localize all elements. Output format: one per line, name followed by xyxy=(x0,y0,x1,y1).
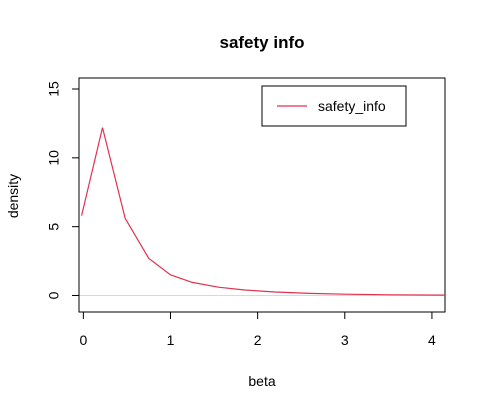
x-axis: 0 1 2 3 4 xyxy=(79,312,436,348)
x-tick-label-3: 3 xyxy=(341,332,349,348)
x-tick-label-1: 1 xyxy=(167,332,175,348)
series-line-0 xyxy=(81,127,446,296)
x-axis-label: beta xyxy=(248,373,275,389)
y-axis-label: density xyxy=(5,174,21,218)
y-tick-label-3: 15 xyxy=(46,81,62,97)
y-tick-label-0: 0 xyxy=(46,291,62,299)
chart-title: safety info xyxy=(219,33,304,52)
y-tick-label-1: 5 xyxy=(46,223,62,231)
x-tick-label-0: 0 xyxy=(79,332,87,348)
x-tick-label-4: 4 xyxy=(428,332,436,348)
legend: safety_info xyxy=(261,85,407,127)
series-layer xyxy=(81,127,446,296)
y-axis: 0 5 10 15 xyxy=(46,81,79,299)
x-tick-label-2: 2 xyxy=(254,332,262,348)
y-tick-label-2: 10 xyxy=(46,150,62,166)
plot-frame xyxy=(78,77,446,313)
legend-label: safety_info xyxy=(318,98,386,114)
